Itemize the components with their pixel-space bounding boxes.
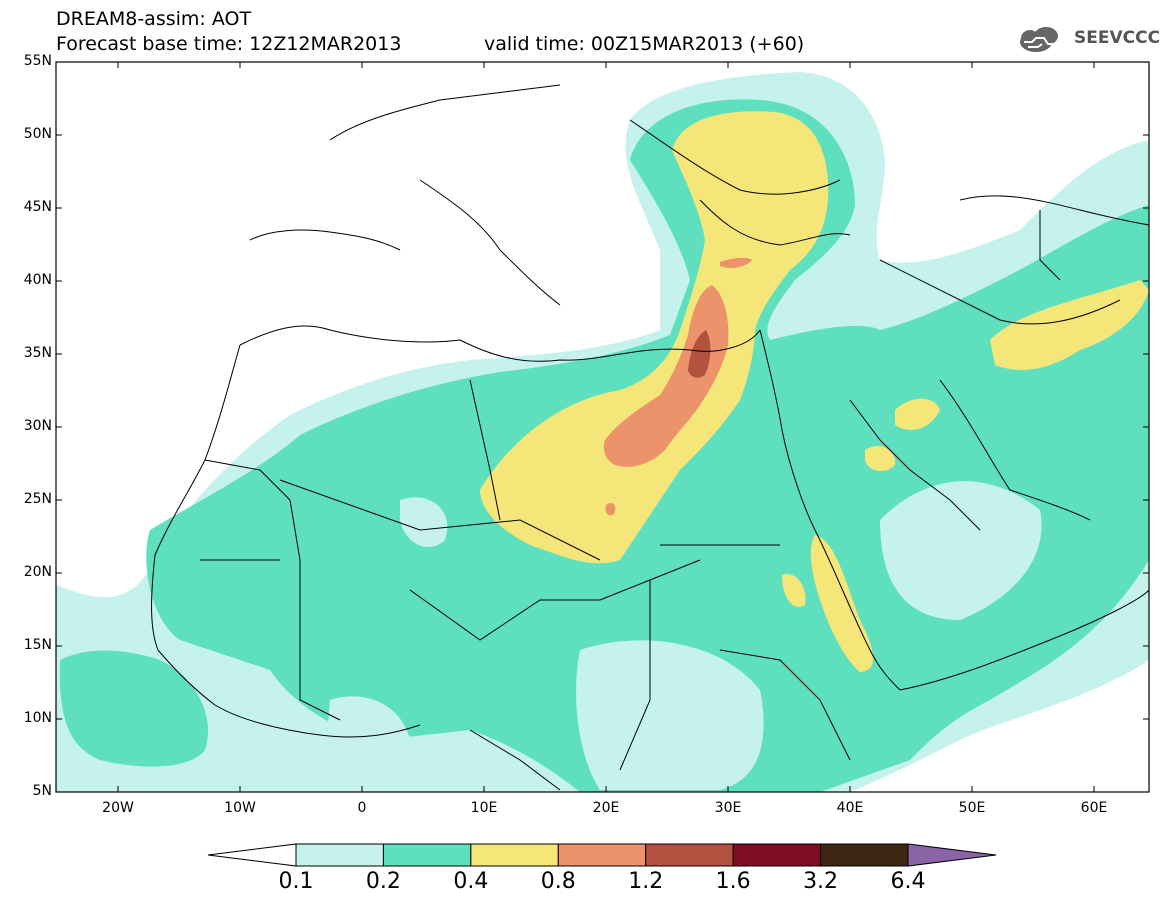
forecast-base-time: Forecast base time: 12Z12MAR2013 bbox=[56, 33, 402, 55]
aot-contour-level3-spot2 bbox=[865, 445, 896, 472]
lat-label: 50N bbox=[23, 126, 52, 142]
lat-label: 30N bbox=[23, 418, 52, 434]
colorbar-label: 1.6 bbox=[715, 869, 751, 894]
colorbar-swatch bbox=[557, 843, 647, 867]
lat-label: 5N bbox=[32, 783, 52, 799]
lon-label: 20E bbox=[592, 800, 620, 816]
colorbar-swatch bbox=[820, 843, 909, 867]
lon-label: 40E bbox=[836, 800, 864, 816]
aot-contour-level3-spot3 bbox=[782, 574, 806, 607]
lon-label: 20W bbox=[102, 800, 134, 816]
coastlines bbox=[151, 84, 1149, 791]
lon-label: 50E bbox=[958, 800, 986, 816]
aot-contour-level3-spot1 bbox=[895, 398, 940, 430]
aot-contour-level3-redsea bbox=[810, 535, 874, 672]
aot-contour-level1-pocket bbox=[400, 497, 448, 548]
valid-time: valid time: 00Z15MAR2013 (+60) bbox=[484, 33, 805, 55]
colorbar-label: 0.1 bbox=[278, 869, 314, 894]
colorbar-swatch bbox=[382, 843, 472, 867]
colorbar-label: 0.4 bbox=[453, 869, 489, 894]
lat-label: 25N bbox=[23, 491, 52, 507]
lat-label: 35N bbox=[23, 345, 52, 361]
colorbar-label: 0.2 bbox=[365, 869, 401, 894]
aot-contour-level5 bbox=[688, 330, 711, 378]
axis-ticks bbox=[56, 61, 1149, 793]
aot-contour-level4-spot bbox=[720, 257, 752, 268]
seevccc-logo-icon bbox=[1020, 27, 1058, 52]
logo-text: SEEVCCC bbox=[1074, 28, 1161, 48]
colorbar-swatch bbox=[645, 843, 734, 867]
lat-label: 55N bbox=[23, 53, 52, 69]
colorbar-swatch bbox=[732, 843, 822, 867]
lat-label: 15N bbox=[23, 637, 52, 653]
colorbar-low-arrow bbox=[207, 843, 297, 867]
aot-contour-level1-pocket-arabia bbox=[880, 481, 1042, 620]
map-title: DREAM8-assim: AOT bbox=[56, 8, 252, 30]
lon-label: 10W bbox=[224, 800, 256, 816]
colorbar-label: 3.2 bbox=[803, 869, 839, 894]
aot-contour-level3-persia bbox=[990, 280, 1149, 370]
colorbar-label: 1.2 bbox=[628, 869, 664, 894]
colorbar-label: 6.4 bbox=[890, 869, 926, 894]
lat-label: 40N bbox=[23, 272, 52, 288]
aot-contour-level4-spot2 bbox=[605, 503, 616, 516]
lon-label: 30E bbox=[714, 800, 742, 816]
lon-label: 10E bbox=[470, 800, 498, 816]
colorbar bbox=[207, 843, 997, 867]
colorbar-label: 0.8 bbox=[540, 869, 576, 894]
aot-contour-level4 bbox=[603, 285, 729, 467]
lat-label: 45N bbox=[23, 199, 52, 215]
lon-label: 60E bbox=[1080, 800, 1108, 816]
lon-label: 0 bbox=[357, 800, 367, 816]
lat-label: 10N bbox=[23, 710, 52, 726]
aot-contour-level1-pocket-sahel bbox=[576, 640, 764, 790]
aot-contour-level3-main bbox=[480, 111, 829, 564]
colorbar-swatch bbox=[295, 843, 384, 867]
colorbar-high-arrow bbox=[907, 843, 997, 867]
colorbar-swatch bbox=[470, 843, 559, 867]
lat-label: 20N bbox=[23, 564, 52, 580]
aot-contour-level2-atlantic bbox=[59, 650, 208, 767]
